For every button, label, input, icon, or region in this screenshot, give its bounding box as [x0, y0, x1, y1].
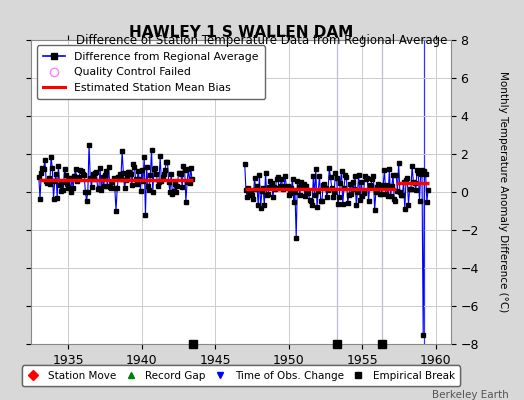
- Legend: Station Move, Record Gap, Time of Obs. Change, Empirical Break: Station Move, Record Gap, Time of Obs. C…: [22, 366, 460, 386]
- Title: HAWLEY 1 S WALLEN DAM: HAWLEY 1 S WALLEN DAM: [129, 25, 353, 40]
- Y-axis label: Monthly Temperature Anomaly Difference (°C): Monthly Temperature Anomaly Difference (…: [498, 71, 508, 313]
- Text: Berkeley Earth: Berkeley Earth: [432, 390, 508, 400]
- Text: Difference of Station Temperature Data from Regional Average: Difference of Station Temperature Data f…: [77, 34, 447, 47]
